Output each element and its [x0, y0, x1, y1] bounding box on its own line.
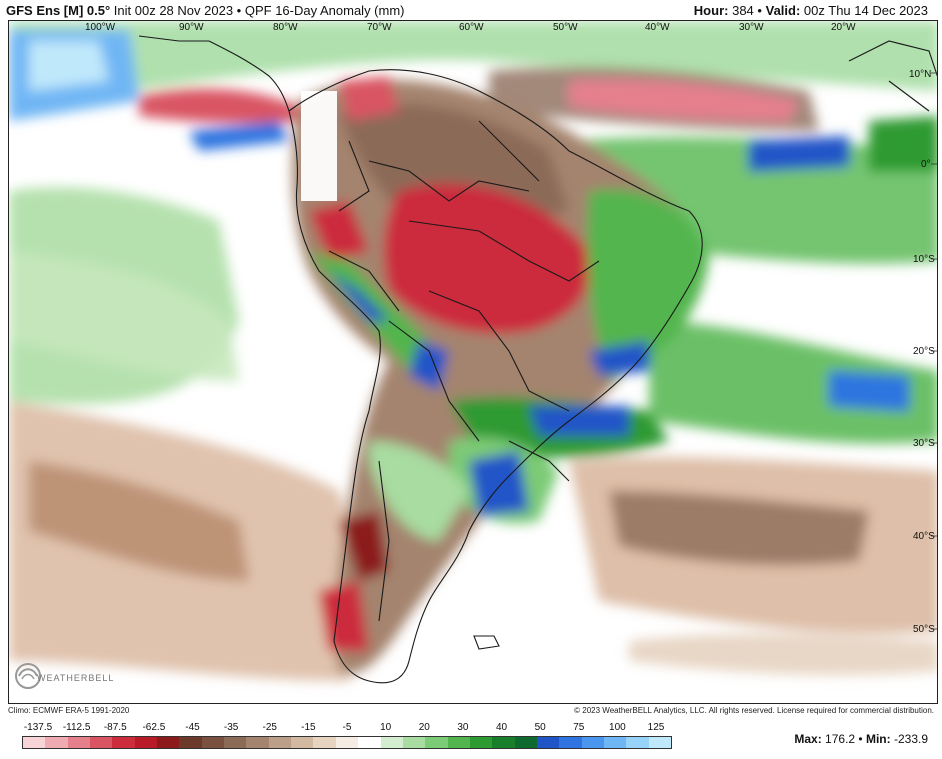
climo-note: Climo: ECMWF ERA-5 1991-2020 [8, 706, 130, 715]
colorbar-swatch [581, 737, 604, 748]
lon-label: 30°W [739, 22, 764, 33]
colorbar-labels: -137.5 -112.5 -87.5 -62.5 -45 -35 -25 -15 -5 10 20… [22, 722, 672, 734]
lat-label: 10°S [913, 254, 935, 265]
lon-label: 90°W [179, 22, 204, 33]
colorbar-swatch [492, 737, 515, 748]
colorbar-tick-label: 40 [495, 722, 508, 733]
colorbar-tick-label: -112.5 [62, 722, 91, 733]
colorbar-swatch [67, 737, 91, 748]
colorbar-tick-label: -25 [262, 722, 277, 733]
map-field [9, 21, 937, 703]
logo-swirl-icon [15, 663, 41, 689]
colorbar-swatch [45, 737, 68, 748]
colorbar-tick-label: -15 [301, 722, 316, 733]
colorbar-swatch [402, 737, 426, 748]
colorbar-swatch [134, 737, 158, 748]
colorbar-swatch [335, 737, 359, 748]
colorbar-swatch [23, 737, 46, 748]
field-stats: Max: 176.2 • Min: -233.9 [794, 732, 928, 746]
colorbar-tick-label: -5 [342, 722, 352, 733]
max-value: 176.2 [825, 732, 856, 746]
colorbar-swatch [626, 737, 649, 748]
colorbar-swatch [291, 737, 314, 748]
lat-label: 30°S [913, 438, 935, 449]
colorbar-tick-label: 30 [457, 722, 469, 733]
weatherbell-logo: WEATHERBELL [13, 661, 113, 695]
colorbar-tick-label: 50 [534, 722, 546, 733]
colorbar-swatch [246, 737, 269, 748]
header-valid: Hour: 384 • Valid: 00z Thu 14 Dec 2023 [693, 2, 928, 18]
colorbar-tick-label: 75 [573, 722, 585, 733]
lat-label: 20°S [913, 346, 935, 357]
lon-label: 50°W [553, 22, 578, 33]
lon-label: 100°W [85, 22, 116, 33]
copyright-note: © 2023 WeatherBELL Analytics, LLC. All r… [574, 706, 934, 715]
model-name: GFS Ens [M] 0.5° [6, 2, 111, 18]
colorbar-tick-label: 20 [418, 722, 430, 733]
colorbar-swatch [469, 737, 493, 748]
lon-label: 70°W [367, 22, 392, 33]
precip-anomaly-map: 100°W 90°W 80°W 70°W 60°W 50°W 40°W 30°W… [8, 20, 938, 704]
colorbar-swatch [112, 737, 135, 748]
colorbar-tick-label: -62.5 [142, 722, 166, 733]
forecast-hour: 384 [732, 2, 754, 18]
coastlines [138, 35, 937, 684]
colorbar [22, 736, 672, 749]
header-title: GFS Ens [M] 0.5° Init 00z 28 Nov 2023 • … [6, 2, 405, 18]
colorbar-swatch [157, 737, 180, 748]
min-value: -233.9 [893, 732, 928, 746]
anomaly-field [9, 21, 937, 681]
colorbar-tick-label: -137.5 [23, 722, 53, 733]
valid-time: 00z Thu 14 Dec 2023 [803, 2, 928, 18]
lat-label: 10°N [909, 69, 932, 80]
colorbar-swatch [559, 737, 582, 748]
header-bar: GFS Ens [M] 0.5° Init 00z 28 Nov 2023 • … [0, 0, 942, 20]
product-name: QPF 16-Day Anomaly (mm) [244, 2, 405, 18]
lat-ticks [931, 72, 937, 630]
colorbar-tick-label: -87.5 [103, 722, 127, 733]
colorbar-swatch [224, 737, 247, 748]
colorbar-tick-label: 10 [380, 722, 392, 733]
colorbar-swatch [648, 737, 671, 748]
colorbar-swatch [603, 737, 627, 748]
colorbar-swatch [536, 737, 560, 748]
colorbar-tick-label: 125 [647, 722, 665, 733]
colorbar-swatch [425, 737, 448, 748]
lat-label: 0° [921, 159, 931, 170]
colorbar-swatch [268, 737, 292, 748]
colorbar-tick-label: -45 [185, 722, 200, 733]
colorbar-swatch [447, 737, 470, 748]
colorbar-swatch [358, 737, 381, 748]
colorbar-tick-label: 100 [609, 722, 626, 733]
colorbar-tick-label: -35 [223, 722, 239, 733]
lon-label: 60°W [459, 22, 484, 33]
lat-label: 50°S [913, 624, 935, 635]
init-time: Init 00z 28 Nov 2023 [113, 2, 234, 18]
lon-label: 20°W [831, 22, 856, 33]
colorbar-swatch [90, 737, 113, 748]
lon-label: 40°W [645, 22, 670, 33]
lat-label: 40°S [913, 531, 935, 542]
colorbar-swatch [380, 737, 403, 748]
colorbar-swatch [313, 737, 336, 748]
colorbar-swatch [201, 737, 225, 748]
colorbar-swatch [179, 737, 202, 748]
lon-label: 80°W [273, 22, 298, 33]
colorbar-swatch [514, 737, 537, 748]
